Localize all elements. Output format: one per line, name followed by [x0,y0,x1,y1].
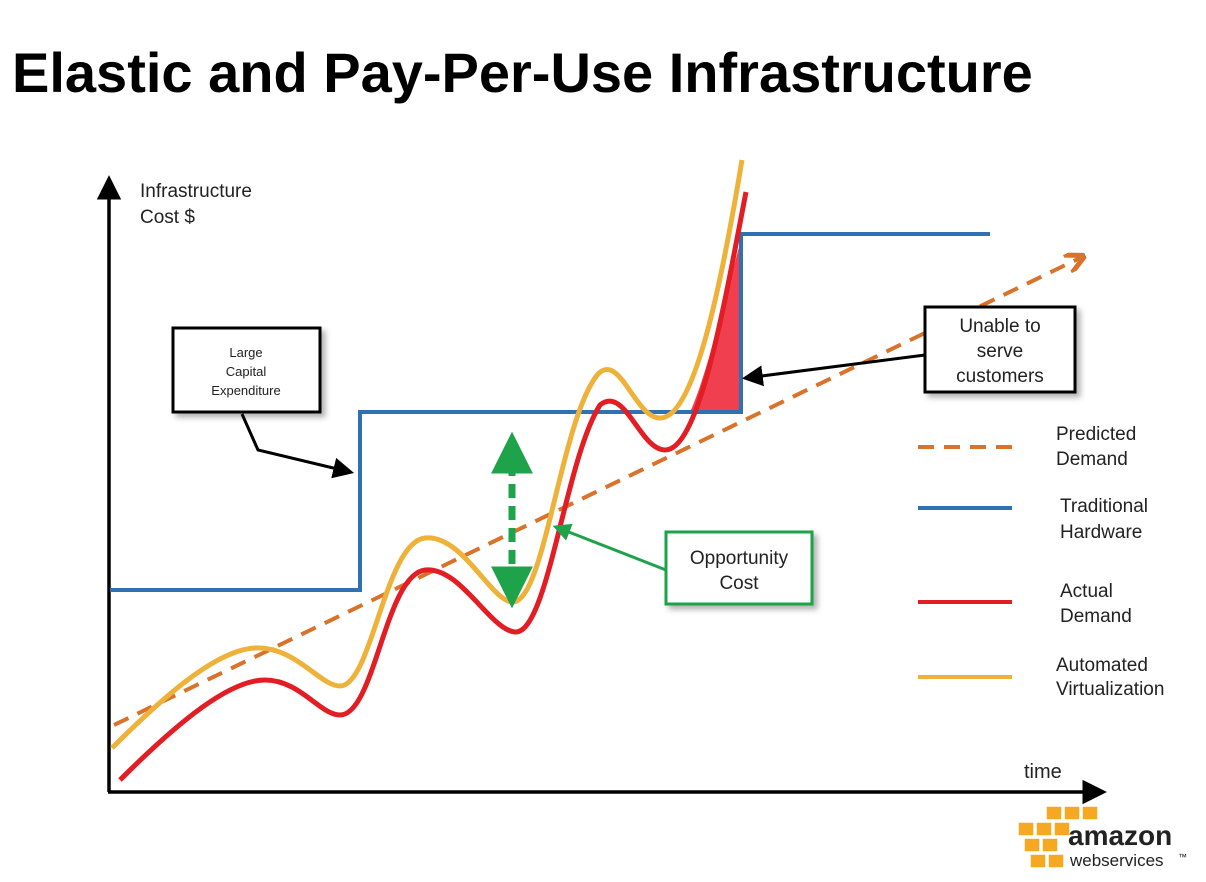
legend-label-predicted-2: Demand [1056,449,1128,470]
y-axis-label-line1: Infrastructure [140,181,252,202]
callout-capex-box [171,326,322,414]
callout-capex-line1: Large [229,345,262,360]
aws-logo-tm: ™ [1178,852,1187,862]
y-axis-label-line2: Cost $ [140,207,195,228]
aws-logo-cubes-icon [1017,805,1099,869]
slide-title: Elastic and Pay-Per-Use Infrastructure [12,41,1033,104]
series-automated-virtualization [110,159,745,750]
callout-unable: Unable to serve customers [741,305,1077,394]
legend: Predicted Demand Traditional Hardware Ac… [918,424,1164,700]
callout-unable-line3: customers [956,366,1044,387]
legend-label-traditional-2: Hardware [1060,522,1142,543]
callout-unable-line2: serve [977,341,1023,362]
x-axis-label: time [1024,761,1062,783]
legend-label-actual-1: Actual [1060,581,1113,602]
callout-capex-line2: Capital [226,364,267,379]
unserved-demand-area [690,232,743,412]
callout-unable-box [923,305,1077,394]
aws-logo: amazon webservices ™ [1017,805,1187,870]
callout-opportunity: Opportunity Cost [552,523,814,606]
legend-label-automated-2: Virtualization [1056,679,1164,700]
legend-label-traditional-1: Traditional [1060,496,1148,517]
callout-opportunity-line1: Opportunity [690,548,789,569]
aws-logo-word-webservices: webservices [1069,851,1164,870]
legend-label-predicted-1: Predicted [1056,424,1136,445]
callout-capex: Large Capital Expenditure [171,326,355,479]
series-actual-demand [118,191,749,782]
callout-unable-pointer [741,353,926,387]
callout-unable-line1: Unable to [959,316,1040,337]
axes: Infrastructure Cost $ time [96,175,1107,805]
aws-logo-word-amazon: amazon [1068,820,1172,851]
legend-item-automated-virtualization: Automated Virtualization [918,655,1164,700]
legend-item-actual-demand: Actual Demand [918,581,1132,627]
legend-label-automated-1: Automated [1056,655,1148,676]
callout-opportunity-box [664,530,814,606]
legend-label-actual-2: Demand [1060,606,1132,627]
callout-opportunity-pointer [552,523,667,572]
legend-item-predicted-demand: Predicted Demand [918,424,1136,470]
callout-opportunity-line2: Cost [719,573,759,594]
callout-capex-pointer [240,413,355,479]
series-traditional-hardware [110,232,990,592]
series-predicted-demand [113,258,1080,727]
callout-capex-line3: Expenditure [211,383,280,398]
legend-item-traditional-hardware: Traditional Hardware [918,496,1148,543]
